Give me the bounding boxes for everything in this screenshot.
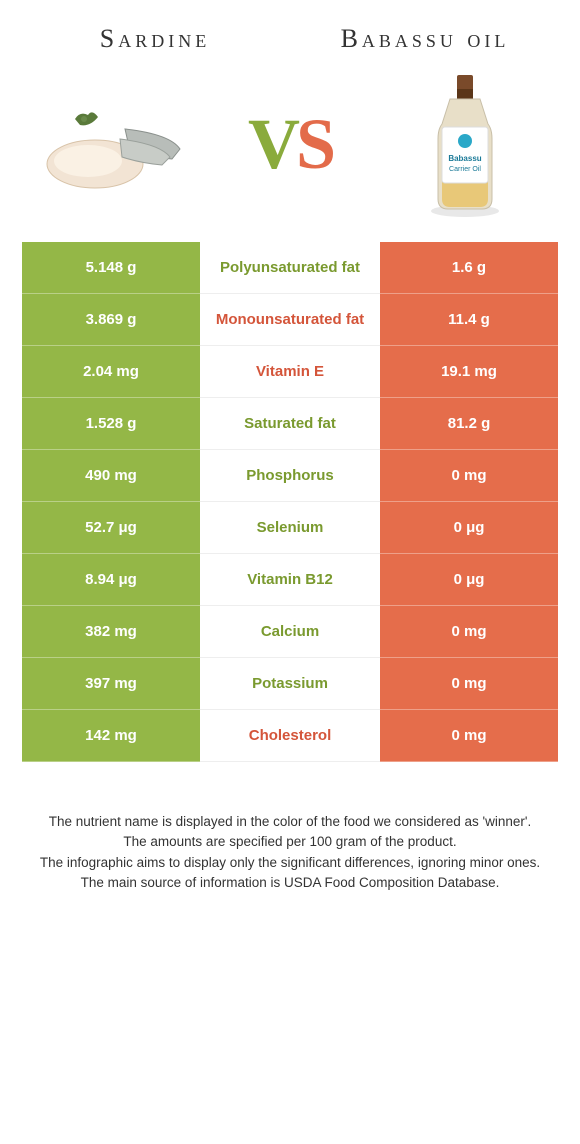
nutrient-name: Monounsaturated fat (200, 294, 380, 346)
right-value: 0 mg (380, 710, 558, 762)
right-value: 0 mg (380, 450, 558, 502)
vs-s-letter: S (296, 104, 332, 184)
left-value: 397 mg (22, 658, 200, 710)
nutrient-name: Phosphorus (200, 450, 380, 502)
nutrient-name: Saturated fat (200, 398, 380, 450)
nutrient-name: Polyunsaturated fat (200, 242, 380, 294)
table-row: 142 mgCholesterol0 mg (22, 710, 558, 762)
left-value: 2.04 mg (22, 346, 200, 398)
table-row: 2.04 mgVitamin E19.1 mg (22, 346, 558, 398)
footer-line: The amounts are specified per 100 gram o… (30, 832, 550, 852)
bottle-icon: Babassu Carrier Oil (420, 69, 510, 219)
svg-text:Carrier Oil: Carrier Oil (449, 166, 481, 173)
footer-notes: The nutrient name is displayed in the co… (0, 762, 580, 893)
nutrient-name: Vitamin B12 (200, 554, 380, 606)
nutrient-name: Vitamin E (200, 346, 380, 398)
nutrient-table: 5.148 gPolyunsaturated fat1.6 g3.869 gMo… (22, 242, 558, 762)
left-value: 382 mg (22, 606, 200, 658)
table-row: 52.7 μgSelenium0 μg (22, 502, 558, 554)
table-row: 490 mgPhosphorus0 mg (22, 450, 558, 502)
left-value: 1.528 g (22, 398, 200, 450)
nutrient-name: Potassium (200, 658, 380, 710)
left-value: 5.148 g (22, 242, 200, 294)
hero-row: VS Babassu Carrier Oil (0, 64, 580, 242)
right-value: 0 mg (380, 658, 558, 710)
right-value: 0 mg (380, 606, 558, 658)
nutrient-name: Cholesterol (200, 710, 380, 762)
sardine-icon (40, 89, 190, 199)
table-row: 8.94 μgVitamin B120 μg (22, 554, 558, 606)
left-value: 52.7 μg (22, 502, 200, 554)
left-value: 8.94 μg (22, 554, 200, 606)
footer-line: The infographic aims to display only the… (30, 853, 550, 873)
table-row: 5.148 gPolyunsaturated fat1.6 g (22, 242, 558, 294)
right-value: 81.2 g (380, 398, 558, 450)
nutrient-name: Calcium (200, 606, 380, 658)
vs-badge: VS (248, 103, 332, 186)
right-value: 0 μg (380, 554, 558, 606)
title-right: Babassu oil (290, 24, 560, 54)
babassu-image: Babassu Carrier Oil (390, 74, 540, 214)
table-row: 1.528 gSaturated fat81.2 g (22, 398, 558, 450)
table-row: 382 mgCalcium0 mg (22, 606, 558, 658)
left-value: 490 mg (22, 450, 200, 502)
left-value: 3.869 g (22, 294, 200, 346)
left-value: 142 mg (22, 710, 200, 762)
sardine-image (40, 74, 190, 214)
table-row: 397 mgPotassium0 mg (22, 658, 558, 710)
header: Sardine Babassu oil (0, 0, 580, 64)
footer-line: The nutrient name is displayed in the co… (30, 812, 550, 832)
vs-v-letter: V (248, 104, 296, 184)
table-row: 3.869 gMonounsaturated fat11.4 g (22, 294, 558, 346)
title-left: Sardine (20, 24, 290, 54)
nutrient-name: Selenium (200, 502, 380, 554)
right-value: 1.6 g (380, 242, 558, 294)
footer-line: The main source of information is USDA F… (30, 873, 550, 893)
right-value: 0 μg (380, 502, 558, 554)
svg-text:Babassu: Babassu (448, 154, 481, 163)
right-value: 11.4 g (380, 294, 558, 346)
right-value: 19.1 mg (380, 346, 558, 398)
